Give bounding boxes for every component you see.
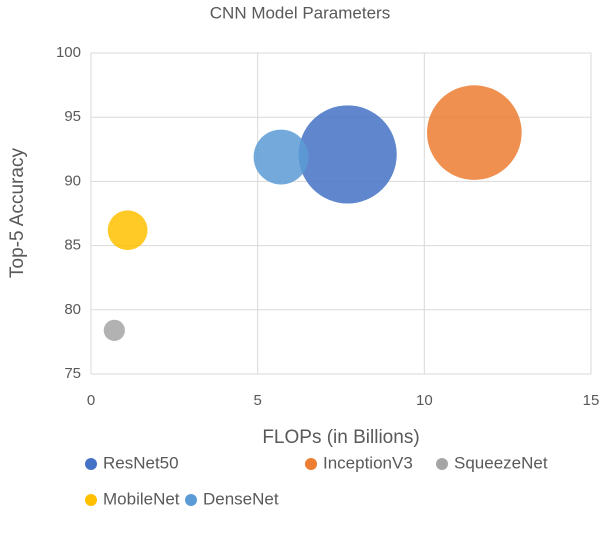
y-tick-label: 100 bbox=[56, 44, 81, 61]
x-tick-label: 15 bbox=[583, 392, 600, 409]
legend-marker bbox=[436, 458, 448, 470]
legend-marker bbox=[305, 458, 317, 470]
y-tick-label: 90 bbox=[64, 172, 81, 189]
x-axis-label: FLOPs (in Billions) bbox=[262, 427, 419, 448]
x-tick-label: 10 bbox=[416, 392, 433, 409]
legend-marker bbox=[85, 494, 97, 506]
y-tick-label: 85 bbox=[64, 237, 81, 254]
bubble bbox=[107, 210, 148, 251]
legend-marker bbox=[185, 494, 197, 506]
x-tick-label: 5 bbox=[253, 392, 261, 409]
legend-label: SqueezeNet bbox=[454, 453, 548, 472]
legend-label: InceptionV3 bbox=[323, 453, 413, 472]
bubble bbox=[253, 129, 309, 185]
bubble bbox=[427, 85, 522, 180]
legend-marker bbox=[85, 458, 97, 470]
x-tick-label: 0 bbox=[87, 392, 95, 409]
bubble bbox=[298, 105, 397, 204]
legend-label: DenseNet bbox=[203, 489, 279, 508]
y-tick-label: 75 bbox=[64, 365, 81, 382]
y-tick-label: 80 bbox=[64, 301, 81, 318]
y-axis-label: Top-5 Accuracy bbox=[7, 148, 28, 278]
y-tick-label: 95 bbox=[64, 108, 81, 125]
chart-title: CNN Model Parameters bbox=[210, 3, 390, 22]
legend-label: MobileNet bbox=[103, 489, 180, 508]
bubble bbox=[103, 319, 125, 341]
legend-label: ResNet50 bbox=[103, 453, 179, 472]
